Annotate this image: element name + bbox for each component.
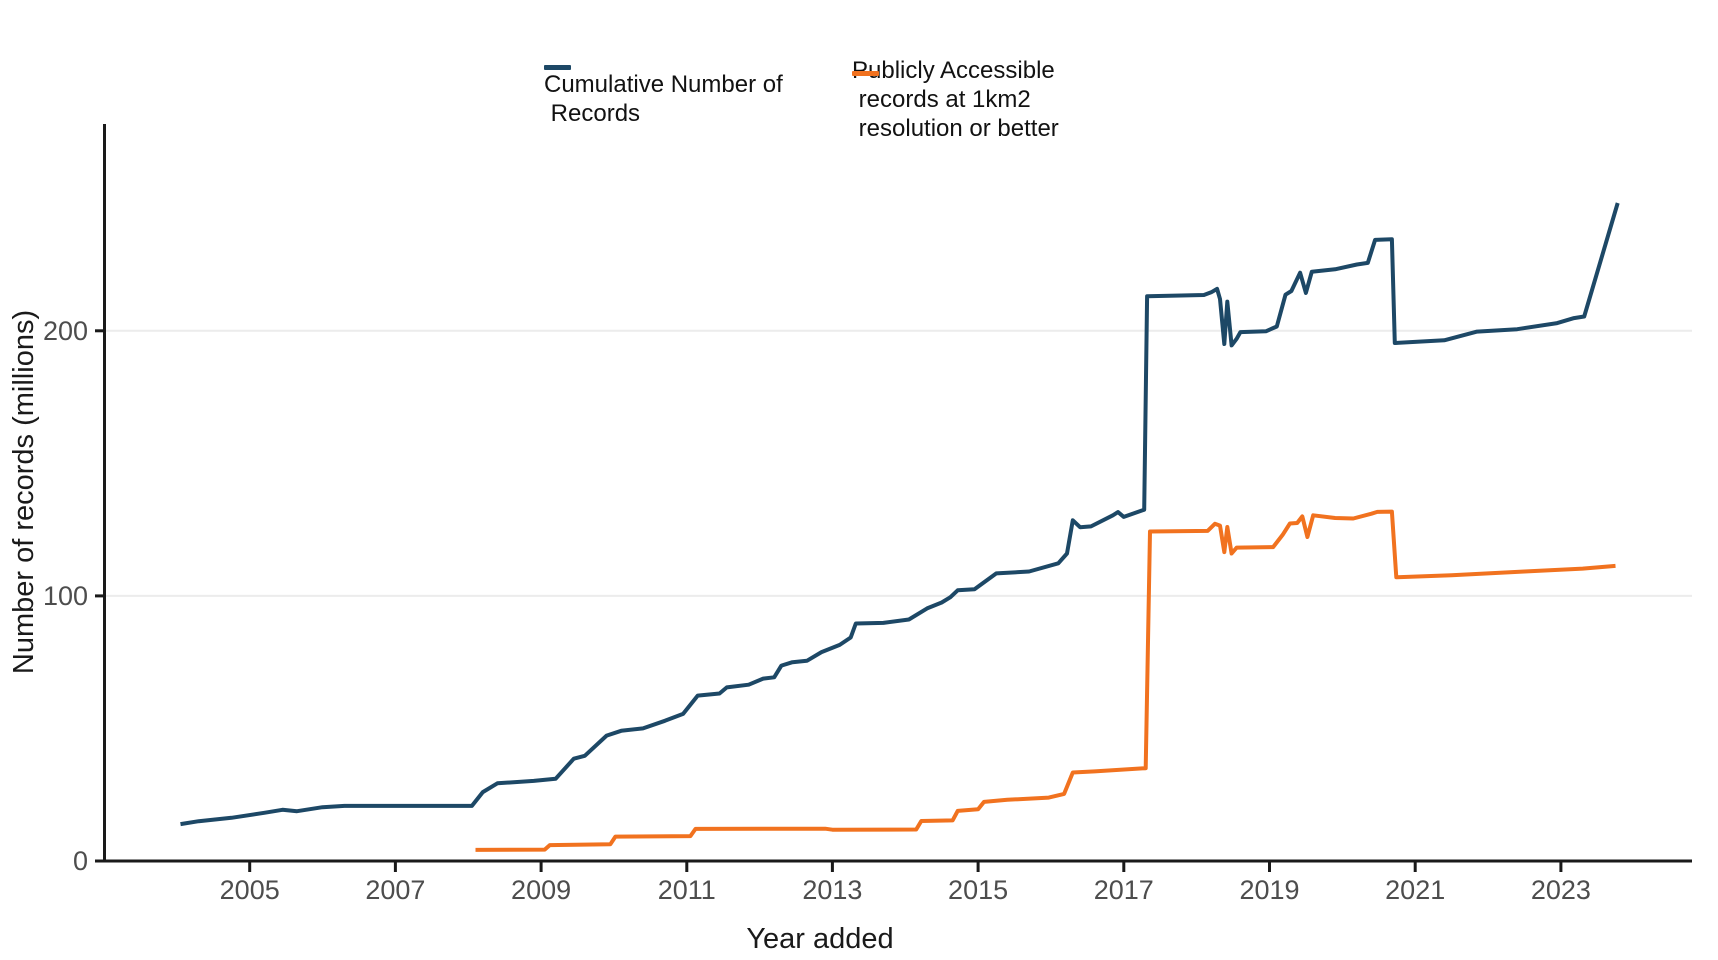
legend-swatch-public-line (852, 71, 879, 76)
x-axis-title: Year added (746, 923, 893, 955)
x-tick-label-2009: 2009 (511, 875, 571, 905)
x-tick-label-2019: 2019 (1239, 875, 1299, 905)
y-tick-label-200: 200 (43, 316, 88, 346)
legend-label-line: Publicly Accessible (852, 57, 1055, 84)
x-tick-label-2021: 2021 (1385, 875, 1445, 905)
legend-label-line: resolution or better (852, 115, 1059, 142)
y-axis-title: Number of records (millions) (8, 310, 40, 674)
x-tick-label-2013: 2013 (802, 875, 862, 905)
x-tick-label-2023: 2023 (1531, 875, 1591, 905)
x-tick-label-2017: 2017 (1094, 875, 1154, 905)
y-tick-label-0: 0 (73, 846, 88, 876)
data-series (180, 202, 1620, 852)
legend-label-line: Records (544, 100, 641, 127)
legend-entry-cumulative: Cumulative Number of Records (544, 41, 783, 128)
x-tick-label-2007: 2007 (365, 875, 425, 905)
x-tick-label-2015: 2015 (948, 875, 1008, 905)
legend-label-public: Publicly Accessible records at 1km2 reso… (852, 56, 1059, 143)
x-tick-label-2005: 2005 (220, 875, 280, 905)
y-tick-label-100: 100 (43, 581, 88, 611)
x-tick-label-2011: 2011 (658, 875, 716, 905)
legend-swatch-cumulative-line (544, 65, 571, 70)
gridlines (104, 329, 1692, 597)
legend-label-line: records at 1km2 (852, 86, 1031, 113)
axes: 2005 2007 2009 2011 2013 2015 2017 2019 2021 2023… (43, 124, 1692, 905)
legend-label-cumulative: Cumulative Number of Records (544, 70, 783, 128)
legend-entry-public: Publicly Accessible records at 1km2 reso… (852, 27, 1059, 143)
legend-label-line: Cumulative Number of (544, 71, 783, 98)
series-line-public (475, 509, 1616, 852)
series-line-cumulative (180, 202, 1620, 827)
